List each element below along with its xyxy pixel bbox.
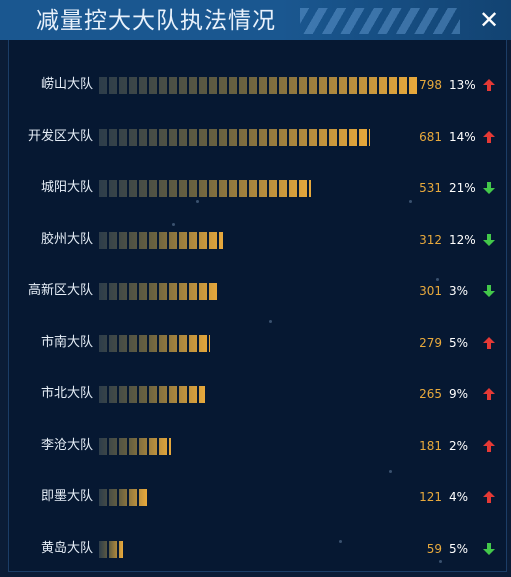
value-label: 121	[419, 490, 442, 504]
bar	[99, 180, 311, 197]
value-label: 798	[419, 78, 442, 92]
arrow-down-icon	[483, 233, 495, 246]
bar-row: 高新区大队 301 3%	[9, 279, 506, 303]
close-icon: ✕	[478, 6, 500, 34]
arrow-up-icon	[483, 79, 495, 91]
percent-label: 13%	[449, 78, 476, 92]
bar-row: 崂山大队 798 13%	[9, 73, 506, 97]
category-label: 市北大队	[40, 386, 93, 401]
bar-row: 即墨大队 121 4%	[9, 485, 506, 509]
percent-label: 5%	[449, 335, 469, 350]
bar-row: 胶州大队 312 12%	[9, 228, 506, 252]
bar	[99, 231, 224, 249]
arrow-up-icon	[483, 130, 495, 143]
category-label: 开发区大队	[27, 128, 93, 144]
bar	[99, 437, 172, 455]
arrow-up-icon	[483, 388, 495, 400]
percent-label: 21%	[449, 181, 476, 195]
category-label: 城阳大队	[40, 180, 93, 195]
background-dot	[172, 223, 175, 226]
category-label: 市南大队	[40, 334, 93, 350]
bar-row: 李沧大队 181 2%	[9, 434, 506, 458]
percent-label: 4%	[449, 490, 469, 504]
background-dot	[196, 200, 199, 203]
category-label: 高新区大队	[27, 283, 93, 298]
bar	[99, 334, 211, 352]
bar	[99, 540, 123, 558]
bar-row: 城阳大队 531 21%	[9, 176, 506, 200]
value-label: 279	[419, 335, 442, 350]
background-dot	[409, 200, 412, 203]
arrow-up-icon	[483, 439, 495, 452]
background-dot	[439, 560, 442, 563]
category-label: 黄岛大队	[40, 540, 93, 556]
percent-label: 12%	[449, 232, 476, 247]
value-label: 59	[426, 541, 442, 556]
arrow-down-icon	[483, 285, 495, 297]
value-label: 265	[419, 387, 442, 401]
arrow-up-icon	[483, 491, 495, 503]
percent-label: 14%	[449, 129, 476, 144]
bar-row: 开发区大队 681 14%	[9, 125, 506, 149]
percent-label: 9%	[449, 387, 469, 401]
panel-header: 减量控大大队执法情况 ✕	[0, 0, 511, 40]
background-dot	[389, 470, 392, 473]
category-label: 李沧大队	[40, 437, 93, 453]
close-button[interactable]: ✕	[473, 4, 505, 36]
bar-row: 市北大队 265 9%	[9, 382, 506, 406]
percent-label: 5%	[449, 541, 469, 556]
bar-row: 市南大队 279 5%	[9, 331, 506, 355]
bar	[99, 283, 219, 300]
category-label: 即墨大队	[40, 489, 93, 504]
category-label: 崂山大队	[40, 77, 93, 92]
value-label: 181	[419, 438, 442, 453]
bar	[99, 77, 417, 94]
value-label: 301	[419, 284, 442, 298]
bar	[99, 386, 205, 403]
arrow-down-icon	[483, 182, 495, 194]
bar-row: 黄岛大队 59 5%	[9, 537, 506, 561]
category-label: 胶州大队	[40, 231, 93, 247]
panel-title: 减量控大大队执法情况	[36, 8, 276, 34]
percent-label: 2%	[449, 438, 469, 453]
chart-area: 崂山大队 798 13% 开发区大队 681 14% 城阳大队 531 21% 胶州大队 312 12…	[8, 40, 507, 572]
bar	[99, 489, 148, 506]
bar	[99, 128, 371, 146]
arrow-down-icon	[483, 542, 495, 555]
arrow-up-icon	[483, 336, 495, 349]
percent-label: 3%	[449, 284, 469, 298]
value-label: 681	[419, 129, 442, 144]
header-decoration	[300, 8, 460, 34]
background-dot	[339, 540, 342, 543]
background-dot	[436, 278, 439, 281]
value-label: 531	[419, 181, 442, 195]
background-dot	[269, 320, 272, 323]
value-label: 312	[419, 232, 442, 247]
